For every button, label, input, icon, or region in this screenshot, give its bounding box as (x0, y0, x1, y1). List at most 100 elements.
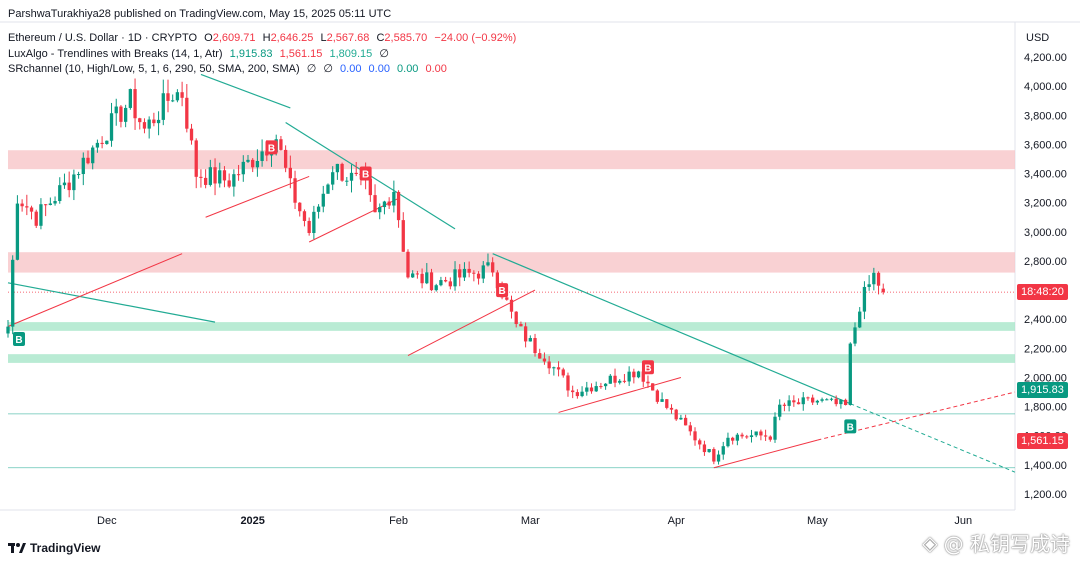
candle-body (853, 327, 857, 344)
publish-line: ParshwaTurakhiya28 published on TradingV… (8, 8, 392, 20)
candle-body (660, 399, 664, 402)
candle-body (251, 159, 255, 168)
candle-body (429, 272, 434, 291)
candle-body (566, 375, 570, 391)
trendline-up-4 (558, 376, 682, 413)
ohlc-close: 2,585.70 (384, 32, 428, 44)
trendline-up-0 (7, 253, 183, 327)
candle-body (519, 324, 523, 327)
buy-signal-1: B (844, 419, 857, 434)
candle-body (62, 182, 67, 186)
candle-body (114, 106, 118, 114)
candle-body (382, 201, 387, 208)
trendline-up-1 (205, 175, 310, 218)
candle-body (420, 273, 424, 284)
indicator-luxalgo-name[interactable]: LuxAlgo - Trendlines with Breaks (14, 1,… (8, 48, 223, 60)
candle-body (806, 397, 810, 399)
candle-body (142, 122, 147, 129)
candle-body (368, 178, 372, 196)
y-tick-label: 3,800.00 (1024, 110, 1067, 122)
candle-body (848, 343, 852, 406)
candle-body (505, 297, 509, 300)
y-tick-label: 4,000.00 (1024, 81, 1067, 93)
y-tick-label: 3,000.00 (1024, 227, 1067, 239)
candle-body (745, 436, 749, 438)
trend-projection-1 (817, 391, 1016, 441)
candle-body (792, 400, 796, 403)
candle-body (448, 281, 452, 287)
candle-body (222, 170, 227, 181)
sell-signal-2: B (496, 283, 509, 298)
candle-body (425, 272, 429, 284)
candle-body (434, 285, 438, 291)
candle-body (138, 118, 142, 123)
candle-body (528, 338, 532, 342)
x-tick-label: May (807, 515, 828, 527)
candle-body (232, 174, 236, 187)
candle-body (542, 358, 547, 362)
candle-body (462, 268, 467, 278)
tradingview-logo[interactable]: TradingView (8, 541, 100, 555)
candle-body (716, 454, 721, 462)
candle-body (580, 391, 584, 397)
ohlc-open: 2,609.71 (212, 32, 256, 44)
candle-body (613, 375, 617, 383)
candle-body (552, 367, 556, 369)
candle-body (801, 397, 805, 405)
candle-body (796, 402, 801, 405)
support-zone-1 (8, 354, 1015, 363)
candle-body (373, 195, 377, 213)
candle-body (298, 202, 302, 212)
candle-body (876, 272, 881, 286)
candle-body (246, 159, 250, 162)
candles-group (6, 78, 885, 465)
candle-body (556, 367, 561, 370)
ohlc-l-label: L (320, 32, 327, 44)
candle-body (443, 280, 448, 282)
srchannel-value-2: 0.00 (368, 63, 390, 75)
lower-trend-price-label: 1,561.15 (1017, 433, 1068, 450)
candle-body (665, 399, 669, 408)
sell-signal-text: B (268, 143, 275, 154)
candle-body (378, 207, 382, 213)
candle-body (547, 361, 551, 369)
candle-body (608, 375, 612, 384)
sell-signal-marker (641, 360, 654, 375)
y-tick-label: 1,200.00 (1024, 489, 1067, 501)
sell-signal-text: B (644, 363, 651, 374)
candle-body (213, 167, 217, 184)
x-tick-label: Apr (668, 515, 685, 527)
candle-body (476, 273, 481, 279)
buy-signal-0: B (13, 331, 25, 346)
candle-body (133, 89, 137, 119)
y-tick-label: 3,600.00 (1024, 139, 1067, 151)
candle-body (679, 417, 683, 420)
y-tick-label: 1,800.00 (1024, 402, 1067, 414)
indicator-srchannel-name[interactable]: SRchannel (10, High/Low, 5, 1, 6, 290, 5… (8, 63, 300, 75)
candle-body (189, 128, 194, 141)
candle-body (321, 193, 325, 207)
candle-body (161, 93, 165, 120)
candle-body (283, 149, 288, 168)
candle-body (288, 167, 292, 179)
candle-body (255, 160, 260, 168)
trendline-up-3 (407, 289, 536, 357)
candle-body (203, 177, 208, 185)
candle-body (67, 182, 71, 191)
candle-body (95, 142, 100, 148)
y-tick-label: 2,000.00 (1024, 372, 1067, 384)
candle-body (825, 399, 829, 401)
watermark: ◈ @ 私钥写成诗 (922, 528, 1070, 557)
luxalgo-value-2: 1,561.15 (279, 48, 323, 60)
candle-body (43, 204, 48, 206)
candle-body (509, 299, 514, 312)
candle-body (100, 142, 104, 144)
candle-body (415, 273, 420, 275)
currency-label[interactable]: USD (1026, 32, 1050, 44)
y-tick-label: 1,400.00 (1024, 460, 1067, 472)
ohlc-o-label: O (204, 32, 213, 44)
srchannel-value-4: 0.00 (425, 63, 447, 75)
indicator-srchannel: SRchannel (10, High/Low, 5, 1, 6, 290, 5… (8, 62, 447, 75)
symbol-name[interactable]: Ethereum / U.S. Dollar · 1D · CRYPTO (8, 32, 198, 44)
